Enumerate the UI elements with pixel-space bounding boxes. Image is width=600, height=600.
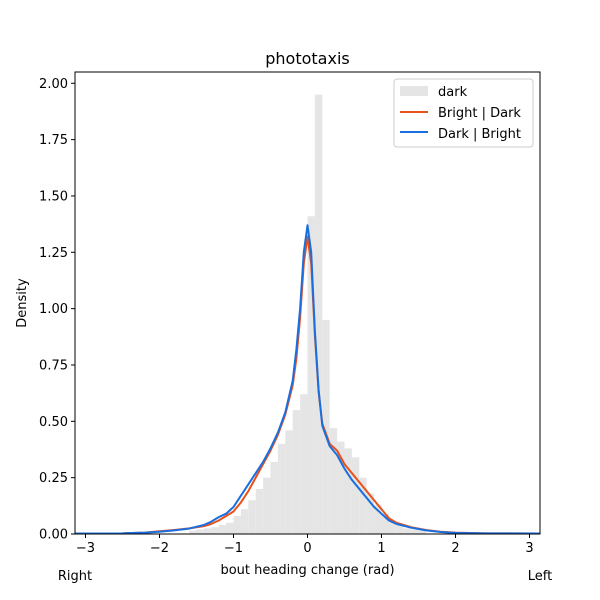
- histogram-bar: [418, 530, 426, 534]
- histogram-bar: [263, 477, 271, 534]
- series-line-dark-bright: [75, 224, 540, 535]
- histogram-bar: [411, 529, 419, 534]
- x-tick-label: 3: [525, 541, 533, 556]
- histogram-bar: [196, 529, 204, 534]
- histogram-bar: [248, 500, 256, 534]
- y-tick-label: 0.25: [39, 471, 68, 486]
- histogram-bar: [255, 488, 264, 534]
- histogram-bar: [329, 428, 338, 534]
- histogram-bar: [211, 527, 219, 534]
- legend-label-dark: dark: [438, 85, 468, 100]
- histogram-bar: [351, 457, 360, 534]
- chart-title: phototaxis: [265, 49, 349, 68]
- legend: dark Bright | Dark Dark | Bright: [393, 78, 534, 148]
- side-label-left: Right: [58, 569, 92, 584]
- x-tick-label: 1: [377, 541, 385, 556]
- x-axis: −3 −2 −1 0 1 2 3: [76, 534, 534, 556]
- y-tick-label: 0.00: [39, 528, 68, 543]
- x-tick-label: −2: [150, 541, 169, 556]
- y-tick-label: 1.50: [39, 189, 68, 204]
- histogram-bar: [218, 524, 227, 534]
- legend-swatch-dark: [400, 86, 428, 96]
- legend-box: [393, 78, 534, 148]
- histogram-bar: [270, 461, 278, 534]
- x-tick-label: 2: [451, 541, 459, 556]
- x-axis-label: bout heading change (rad): [220, 563, 394, 578]
- x-tick-label: 0: [303, 541, 311, 556]
- histogram-bar: [344, 448, 352, 534]
- histogram-bar: [314, 94, 323, 534]
- histogram-bar: [292, 410, 301, 534]
- histogram-bar: [277, 443, 286, 534]
- histogram-bar: [359, 477, 367, 534]
- histogram-bar: [396, 524, 404, 534]
- plot-area: [75, 94, 540, 535]
- histogram-bar: [403, 528, 412, 534]
- y-tick-label: 1.00: [39, 302, 68, 317]
- legend-label-dark-bright: Dark | Bright: [438, 127, 521, 142]
- y-axis-label: Density: [15, 278, 30, 328]
- histogram-bar: [366, 493, 375, 534]
- y-tick-label: 2.00: [39, 77, 68, 92]
- histogram-bar: [300, 394, 308, 534]
- histogram-bar: [307, 216, 315, 535]
- histogram-bar: [285, 430, 293, 534]
- histogram-bar: [226, 522, 234, 534]
- histogram-bar: [189, 530, 197, 534]
- histogram-bar: [374, 504, 382, 534]
- histogram-bar: [388, 520, 397, 534]
- y-tick-label: 0.50: [39, 415, 68, 430]
- y-tick-label: 1.75: [39, 133, 68, 148]
- y-tick-label: 1.25: [39, 246, 68, 261]
- histogram-bar: [233, 515, 241, 534]
- histogram-bar: [337, 441, 345, 534]
- histogram-bar: [381, 513, 389, 534]
- legend-label-bright-dark: Bright | Dark: [438, 106, 521, 121]
- y-axis: 0.00 0.25 0.50 0.75 1.00 1.25 1.50 1.75 2.00: [39, 77, 75, 543]
- histogram-bar: [322, 319, 330, 534]
- x-tick-label: −1: [224, 541, 243, 556]
- histogram-bar: [203, 528, 212, 534]
- histogram-bar: [240, 509, 249, 534]
- y-tick-label: 0.75: [39, 358, 68, 373]
- x-tick-label: −3: [76, 541, 95, 556]
- side-label-right: Left: [528, 569, 552, 584]
